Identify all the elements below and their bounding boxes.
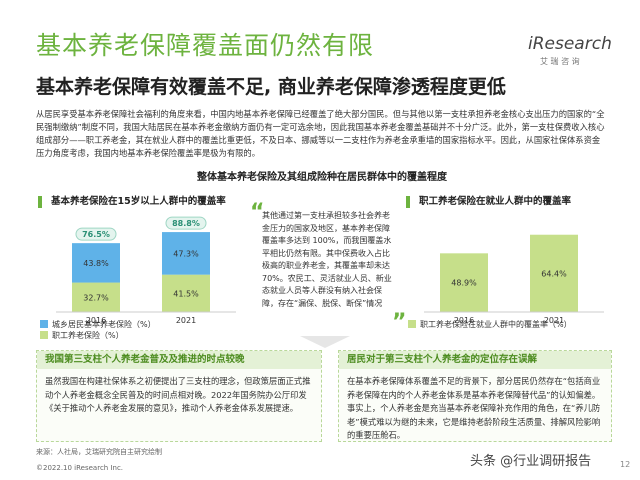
arrow [300, 336, 350, 348]
box: 居民对于第三支柱个人养老金的定位存在误解 在基本养老保障体系覆盖不足的背景下，部… [338, 350, 612, 442]
logo: iResearch [528, 34, 612, 54]
value-label: 43.8% [83, 259, 109, 268]
source: 来源：人社局，艾瑞研究院自主研究绘制 [36, 448, 162, 456]
total-badge [165, 216, 207, 230]
value-label: 32.7% [83, 293, 109, 302]
box-title: 居民对于第三支柱个人养老金的定位存在误解 [339, 351, 611, 369]
bar-segment [162, 274, 210, 312]
value-label: 41.5% [173, 289, 199, 298]
legend-swatch [40, 320, 48, 328]
legend-swatch [408, 320, 416, 328]
title: 基本养老保障覆盖面仍然有限 [36, 31, 375, 60]
total-label: 76.5% [82, 230, 110, 239]
subtitle: 基本养老保障有效覆盖不足, 商业养老保障渗透程度更低 [36, 76, 506, 98]
legend-label: 城乡居民基本养老保险（%） [52, 319, 156, 329]
bar [530, 234, 578, 312]
page-number: 12 [620, 460, 631, 469]
bar [440, 253, 488, 312]
box-text: 在基本养老保障体系覆盖不足的背景下，部分居民仍然存在“包括商业养老保障在内的个人… [347, 376, 601, 440]
legend-label: 职工养老保险（%） [52, 330, 124, 340]
section-title: 整体基本养老保险及其组成险种在居民群体中的覆盖程度 [197, 172, 447, 183]
x-tick-label: 2021 [544, 316, 564, 325]
quote-mark: ” [392, 310, 407, 335]
bar-segment [72, 243, 120, 283]
total-label: 88.8% [172, 219, 200, 228]
bar-segment [162, 232, 210, 275]
box-title: 我国第三支柱个人养老金普及及推进的时点较晚 [37, 351, 321, 369]
box: 我国第三支柱个人养老金普及及推进的时点较晚 虽然我国在构建社保体系之初便提出了三… [36, 350, 322, 442]
x-tick-label: 2016 [86, 316, 106, 325]
total-badge [75, 227, 117, 241]
note: 其他通过第一支柱承担较多社会养老金压力的国家及地区，基本养老保障覆盖率多达到 1… [262, 211, 392, 308]
panel-title: 基本养老保险在15岁以上人群中的覆盖率 [38, 196, 226, 208]
value-label: 64.4% [541, 269, 567, 278]
logo-sub: 艾 瑞 咨 询 [540, 57, 580, 66]
watermark: 头条 @行业调研报告 [470, 454, 592, 469]
panel-title: 职工养老保险在就业人群中的覆盖率 [406, 196, 571, 208]
legend-swatch [40, 331, 48, 339]
box-text: 虽然我国在构建社保体系之初便提出了三支柱的理念，但政策层面正式推动个人养老金概念… [45, 376, 311, 413]
value-label: 48.9% [451, 279, 477, 288]
intro: 从居民享受基本养老保障社会福利的角度来看，中国内地基本养老保障已经覆盖了绝大部分… [36, 109, 605, 158]
x-tick-label: 2016 [454, 316, 474, 325]
value-label: 47.3% [173, 249, 199, 258]
x-tick-label: 2021 [176, 316, 196, 325]
quote-mark: “ [250, 200, 265, 225]
bar-segment [72, 282, 120, 312]
chart: 32.7% 43.8% 76.5% 2016 41.5% 47.3% 88.8% 2021 城乡… [40, 216, 236, 340]
legend-label: 职工养老保险在就业人群中的覆盖率（%） [420, 319, 572, 329]
copyright: ©2022.10 iResearch Inc. [36, 464, 124, 472]
